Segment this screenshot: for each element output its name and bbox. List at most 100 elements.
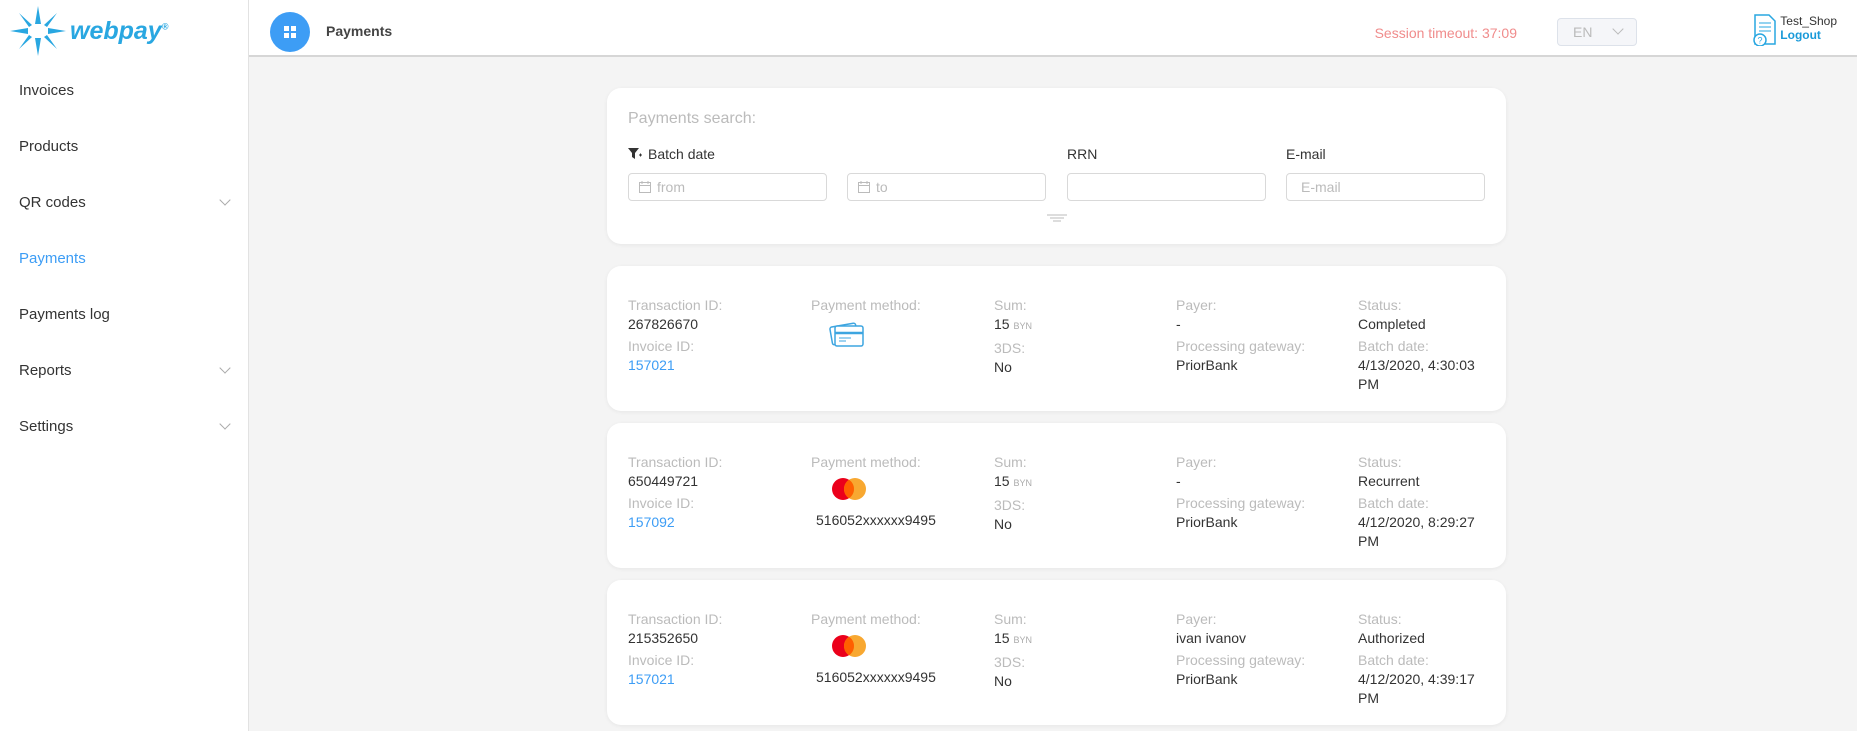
payment-card[interactable]: Transaction ID: 215352650 Invoice ID: 15702… (607, 580, 1506, 725)
sum-value: 15 (994, 316, 1010, 332)
logout-link[interactable]: Logout (1780, 28, 1821, 42)
expand-filters-icon[interactable] (1047, 214, 1067, 224)
help-document-icon[interactable]: ? (1753, 14, 1777, 46)
payment-card[interactable]: Transaction ID: 267826670 Invoice ID: 15702… (607, 266, 1506, 411)
transaction-id-label: Transaction ID: (628, 611, 723, 627)
logo-text: webpay® (70, 16, 169, 45)
mastercard-icon (832, 635, 866, 657)
sum-label: Sum: (994, 454, 1027, 470)
mastercard-icon (832, 478, 866, 500)
chevron-down-icon (1612, 23, 1624, 35)
3ds-label: 3DS: (994, 654, 1026, 670)
payment-method-label: Payment method: (811, 297, 921, 313)
transaction-id-label: Transaction ID: (628, 297, 723, 313)
payer-label: Payer: (1176, 454, 1217, 470)
payer-value: - (1176, 473, 1181, 489)
payer-value: ivan ivanov (1176, 630, 1247, 646)
transaction-id-label: Transaction ID: (628, 454, 723, 470)
email-placeholder: E-mail (1301, 179, 1341, 195)
chevron-down-icon (219, 362, 231, 374)
3ds-value: No (994, 516, 1012, 532)
sidebar-item-settings[interactable]: Settings (0, 398, 249, 454)
email-label: E-mail (1286, 146, 1326, 162)
session-timeout: Session timeout: 37:09 (1374, 25, 1517, 41)
batch-date-label: Batch date: (1358, 652, 1429, 668)
rrn-input[interactable] (1067, 173, 1266, 201)
transaction-id: 267826670 (628, 316, 699, 332)
sidebar-item-payments-log[interactable]: Payments log (0, 286, 249, 342)
sidebar-item-reports[interactable]: Reports (0, 342, 249, 398)
batch-date-label: Batch date: (1358, 495, 1429, 511)
card-pan: 516052xxxxxx9495 (816, 669, 936, 685)
status-value: Completed (1358, 316, 1426, 332)
rrn-label: RRN (1067, 146, 1098, 162)
3ds-label: 3DS: (994, 497, 1026, 513)
status-label: Status: (1358, 611, 1402, 627)
3ds-label: 3DS: (994, 340, 1026, 356)
sidebar-item-products[interactable]: Products (0, 118, 249, 174)
gateway-label: Processing gateway: (1176, 652, 1306, 668)
date-to-input[interactable]: to (847, 173, 1046, 201)
webpay-logo[interactable]: webpay® (10, 6, 168, 56)
3ds-value: No (994, 359, 1012, 375)
batch-date-value: 4/13/2020, 4:30:03 PM (1358, 357, 1475, 392)
batch-date-value: 4/12/2020, 8:29:27 PM (1358, 514, 1475, 549)
sum-label: Sum: (994, 611, 1027, 627)
gateway-label: Processing gateway: (1176, 338, 1306, 354)
payments-search-panel: Payments search: Batch date RRN E-mail f… (607, 88, 1506, 244)
grid-icon (284, 26, 296, 38)
invoice-id-link[interactable]: 157021 (628, 357, 675, 373)
chevron-down-icon (219, 194, 231, 206)
payment-method-label: Payment method: (811, 611, 921, 627)
currency: BYN (1013, 321, 1032, 331)
date-from-input[interactable]: from (628, 173, 827, 201)
menu-grid-button[interactable] (270, 12, 310, 52)
sidebar-item-label: Payments log (19, 305, 110, 323)
sum-label: Sum: (994, 297, 1027, 313)
card-pan: 516052xxxxxx9495 (816, 512, 936, 528)
language-select[interactable]: EN (1557, 18, 1637, 46)
card-icon (829, 322, 864, 347)
payment-method-label: Payment method: (811, 454, 921, 470)
sidebar-item-invoices[interactable]: Invoices (0, 62, 249, 118)
sum-value: 15 (994, 473, 1010, 489)
sidebar-item-label: Products (19, 137, 79, 155)
user-block: Test_Shop Logout (1780, 14, 1837, 42)
from-placeholder: from (657, 179, 685, 195)
sidebar-item-label: Payments (19, 249, 86, 267)
sidebar-item-label: Invoices (19, 81, 75, 99)
invoice-id-label: Invoice ID: (628, 652, 695, 668)
search-title: Payments search: (628, 110, 757, 127)
currency: BYN (1013, 478, 1032, 488)
page-title: Payments (326, 23, 393, 39)
calendar-icon (639, 181, 651, 193)
sum-value: 15 (994, 630, 1010, 646)
email-input[interactable]: E-mail (1286, 173, 1485, 201)
currency: BYN (1013, 635, 1032, 645)
batch-date-label: Batch date: (1358, 338, 1429, 354)
status-value: Authorized (1358, 630, 1425, 646)
sidebar-item-payments[interactable]: Payments (0, 230, 249, 286)
invoice-id-link[interactable]: 157092 (628, 514, 675, 530)
gateway-value: PriorBank (1176, 514, 1238, 530)
filter-icon (628, 148, 642, 159)
invoice-id-label: Invoice ID: (628, 495, 695, 511)
batch-date-label: Batch date (648, 146, 715, 162)
sidebar: webpay® Invoices Products QR codes Payments… (0, 0, 249, 731)
calendar-icon (858, 181, 870, 193)
invoice-id-label: Invoice ID: (628, 338, 695, 354)
3ds-value: No (994, 673, 1012, 689)
payment-card[interactable]: Transaction ID: 650449721 Invoice ID: 15709… (607, 423, 1506, 568)
invoice-id-link[interactable]: 157021 (628, 671, 675, 687)
batch-date-filter[interactable]: Batch date (628, 146, 715, 162)
svg-text:?: ? (1757, 36, 1762, 46)
payer-value: - (1176, 316, 1181, 332)
sidebar-item-qr-codes[interactable]: QR codes (0, 174, 249, 230)
status-value: Recurrent (1358, 473, 1420, 489)
sidebar-item-label: QR codes (19, 193, 86, 211)
sidebar-nav: Invoices Products QR codes Payments Payments… (0, 62, 249, 454)
transaction-id: 215352650 (628, 630, 699, 646)
status-label: Status: (1358, 297, 1402, 313)
star-logo-icon (10, 6, 66, 56)
to-placeholder: to (876, 179, 888, 195)
